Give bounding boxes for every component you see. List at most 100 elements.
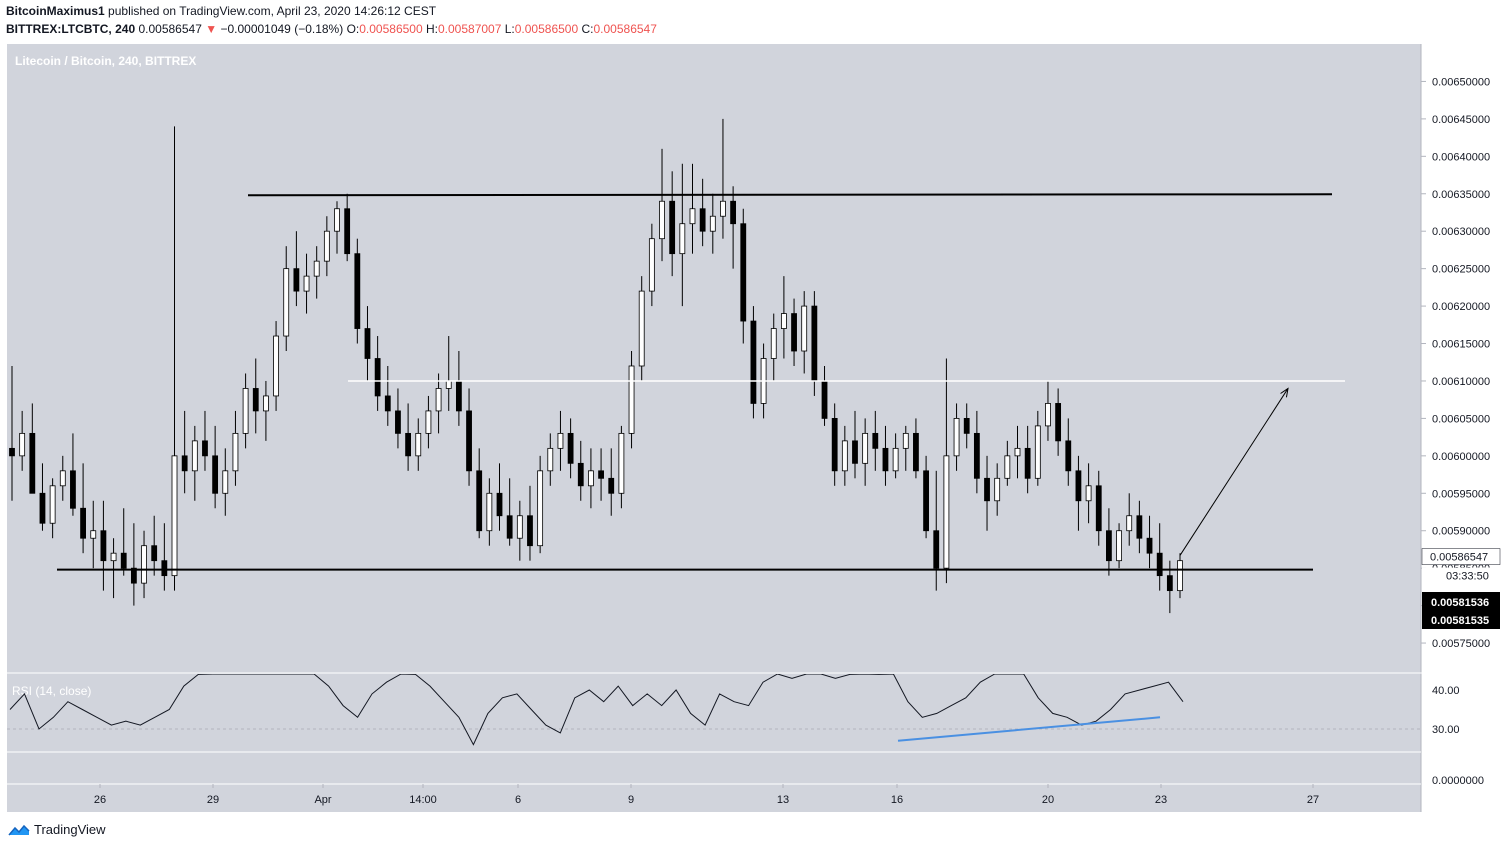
candle <box>577 440 584 501</box>
tradingview-footer[interactable]: TradingView <box>8 822 106 837</box>
candle <box>963 403 970 449</box>
candle <box>191 425 198 501</box>
high-label: H: <box>425 22 438 36</box>
down-candle-body <box>476 470 483 532</box>
up-candle-body <box>780 313 787 329</box>
author-name[interactable]: BitcoinMaximus1 <box>6 4 105 18</box>
down-candle-body <box>1166 575 1173 592</box>
candle <box>252 358 259 434</box>
low-label: L: <box>504 22 515 36</box>
up-candle-body <box>283 268 290 337</box>
up-candle-body <box>1126 515 1133 532</box>
down-candle-body <box>923 470 929 532</box>
annotations-group <box>57 193 1345 571</box>
down-candle-body <box>527 515 533 547</box>
time-tick-label: Apr <box>314 794 331 806</box>
candle <box>588 448 594 509</box>
candle <box>537 455 544 554</box>
symbol-label: BITTREX:LTCBTC, 240 <box>6 22 136 36</box>
up-candle-body <box>648 238 655 292</box>
resistance-line[interactable] <box>247 193 1333 197</box>
down-candle-body <box>39 492 46 524</box>
candle <box>709 193 716 254</box>
time-tick-label: 14:00 <box>409 794 437 806</box>
candle <box>466 388 472 486</box>
candle <box>679 163 686 307</box>
candle <box>80 463 86 554</box>
price-tick-label: 0.00575000 <box>1432 638 1490 650</box>
down-candle-body <box>608 477 615 494</box>
down-candle-body <box>374 358 381 397</box>
up-candle-body <box>171 455 178 577</box>
up-candle-body <box>334 208 340 232</box>
candle <box>1106 508 1112 576</box>
down-candle-body <box>252 388 259 412</box>
time-axis[interactable]: 26 29 Apr 14:00 6 9 13 16 20 23 27 <box>94 784 1319 806</box>
rsi-line <box>9 674 1184 746</box>
down-candle-body <box>202 440 208 457</box>
candle <box>273 321 279 411</box>
down-candle-body <box>750 320 757 404</box>
candle <box>9 365 15 501</box>
candle <box>242 373 249 449</box>
down-candle-body <box>598 470 604 479</box>
projection-arrow[interactable] <box>1179 388 1289 556</box>
candle <box>1136 500 1143 554</box>
down-candle-body <box>933 530 940 569</box>
down-candle-body <box>669 200 676 255</box>
last-price-badge <box>1421 548 1501 565</box>
rsi-tick-label: 40.00 <box>1432 685 1460 697</box>
price-tick-label: 0.00595000 <box>1432 488 1490 500</box>
down-candle-body <box>364 328 371 359</box>
up-candle-body <box>841 440 848 472</box>
candle <box>801 291 808 374</box>
candle <box>547 433 554 486</box>
candle <box>923 455 929 539</box>
candle <box>171 126 178 591</box>
down-candle-body <box>740 223 747 322</box>
down-candle-body <box>100 530 107 562</box>
publish-header: BitcoinMaximus1 published on TradingView… <box>6 4 436 18</box>
up-candle-body <box>994 477 1001 502</box>
candle <box>141 530 147 599</box>
candle <box>334 201 340 254</box>
price-tick-label: 0.00615000 <box>1432 339 1490 351</box>
down-candle-body <box>1156 552 1163 577</box>
up-candle-body <box>547 447 554 472</box>
price-chart[interactable]: Litecoin / Bitcoin, 240, BITTREX RSI (14… <box>0 0 1509 815</box>
candle <box>181 410 188 494</box>
down-candle-body <box>984 477 990 502</box>
rsi-divergence-line[interactable] <box>897 716 1161 742</box>
down-candle-body <box>567 432 574 464</box>
down-candle-body <box>1065 440 1072 472</box>
price-tick-label: 0.00630000 <box>1432 226 1490 238</box>
down-candle-body <box>1136 515 1143 539</box>
price-axis[interactable]: 0.005750000.005800000.005850000.00590000… <box>1421 76 1501 787</box>
candle <box>303 253 310 314</box>
candle <box>364 306 371 381</box>
candle <box>984 455 990 531</box>
candles-group <box>9 118 1183 614</box>
candle <box>892 433 899 479</box>
up-candle-body <box>588 470 594 487</box>
time-tick-label: 13 <box>777 794 789 806</box>
candle <box>720 118 726 239</box>
candle <box>1095 470 1102 546</box>
tradingview-logo-icon <box>8 824 30 835</box>
chart-background <box>7 44 1421 812</box>
candle <box>557 410 564 471</box>
up-candle-body <box>415 432 422 457</box>
candle <box>506 478 513 546</box>
up-candle-body <box>59 470 66 487</box>
candle <box>496 463 503 531</box>
close-label: C: <box>581 22 594 36</box>
up-candle-body <box>862 432 869 464</box>
candle <box>770 313 777 381</box>
candle <box>19 410 26 471</box>
down-candle-body <box>913 432 919 472</box>
up-candle-body <box>943 455 950 569</box>
down-candle-body <box>212 455 219 494</box>
down-candle-body <box>354 253 361 329</box>
down-candle-body <box>730 200 737 225</box>
candle <box>659 148 665 262</box>
